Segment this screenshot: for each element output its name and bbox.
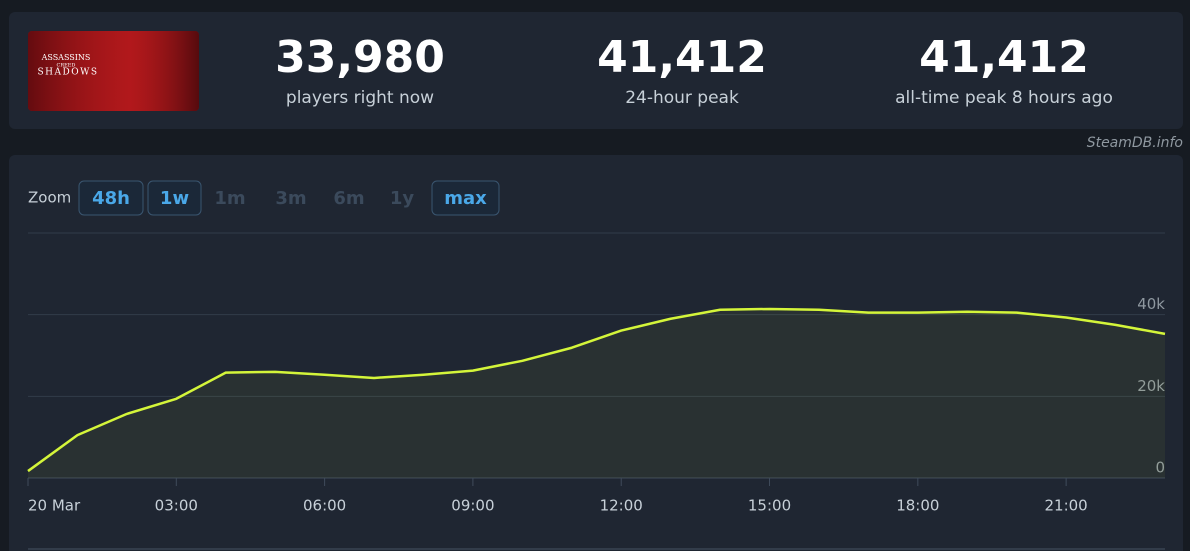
x-tick-label: 09:00 [451, 497, 494, 515]
x-tick-label: 20 Mar [28, 497, 81, 515]
zoom-button[interactable]: 6m [333, 188, 364, 209]
zoom-button[interactable]: max [444, 188, 487, 209]
zoom-button-frame[interactable] [431, 180, 500, 216]
y-tick-label: 0 [1155, 459, 1165, 477]
y-tick-label: 40k [1137, 295, 1165, 313]
zoom-button[interactable]: 1y [390, 188, 415, 209]
x-tick-label: 06:00 [303, 497, 346, 515]
x-tick-label: 12:00 [600, 497, 643, 515]
zoom-button[interactable]: 1w [160, 188, 189, 209]
zoom-label: Zoom [28, 189, 71, 207]
y-tick-label: 20k [1137, 377, 1165, 395]
stat-label: all-time peak 8 hours ago [895, 88, 1113, 108]
zoom-button[interactable]: 48h [92, 188, 130, 209]
zoom-button[interactable]: 3m [275, 188, 306, 209]
stats-panel [9, 12, 1183, 129]
logo-line: ASSASSINS [41, 53, 91, 62]
stat-label: 24-hour peak [625, 88, 739, 108]
watermark: SteamDB.info [1087, 135, 1183, 151]
zoom-button-frame[interactable] [147, 180, 202, 216]
stat-value: 41,412 [597, 32, 767, 83]
stat-value: 41,412 [919, 32, 1089, 83]
zoom-button[interactable]: 1m [214, 188, 245, 209]
thumbnail-shade [28, 31, 199, 111]
stat-value: 33,980 [275, 32, 445, 83]
x-tick-label: 15:00 [748, 497, 791, 515]
area-fill [28, 308, 1165, 478]
logo-line: CREED [57, 63, 76, 69]
player-line [27, 307, 1166, 473]
logo-line: SHADOWS [37, 68, 98, 78]
zoom-button-frame[interactable] [78, 180, 144, 216]
x-tick-label: 18:00 [896, 497, 939, 515]
stat-label: players right now [286, 88, 434, 108]
chart-panel [9, 155, 1183, 551]
x-tick-label: 21:00 [1045, 497, 1088, 515]
x-tick-label: 03:00 [155, 497, 198, 515]
